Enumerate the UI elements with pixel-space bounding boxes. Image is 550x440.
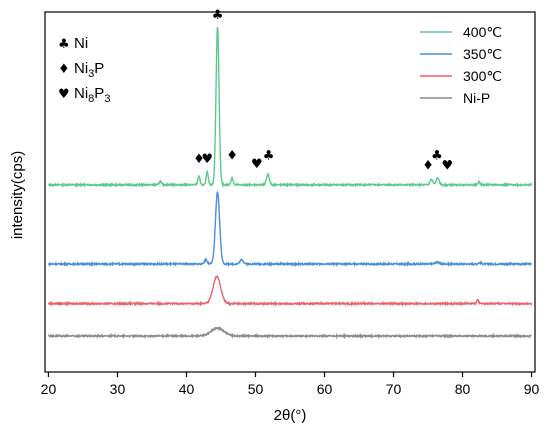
peak-marker: ♦ xyxy=(422,158,434,173)
peak-marker: ♥ xyxy=(442,158,454,173)
y-axis-label: intensity(cps) xyxy=(9,151,26,239)
x-tick-label: 80 xyxy=(455,381,471,397)
x-tick-label: 90 xyxy=(524,381,540,397)
phase-label: Ni xyxy=(74,35,88,52)
x-tick-label: 40 xyxy=(179,381,195,397)
peak-marker: ♦ xyxy=(193,152,205,167)
series-layer xyxy=(47,27,533,340)
x-axis-label: 2θ(°) xyxy=(274,407,307,424)
x-axis-ticks: 20 30 40 50 60 70 80 90 xyxy=(41,372,540,397)
series-line xyxy=(47,275,533,307)
series-line xyxy=(48,27,533,189)
peak-marker: ♥ xyxy=(201,152,213,167)
peak-markers: ♣♦♥ ♦♥♣♦♣♥ xyxy=(193,8,453,173)
legend-label: Ni-P xyxy=(463,90,490,106)
x-tick-label: 30 xyxy=(110,381,126,397)
x-tick-label: 20 xyxy=(41,381,57,397)
phase-symbol: ♣ xyxy=(58,37,70,52)
series-legend: 400℃ 350℃ 300℃ Ni-P xyxy=(420,24,502,106)
legend-label: 300℃ xyxy=(463,68,502,84)
legend-label: 400℃ xyxy=(463,24,502,40)
x-tick-label: 50 xyxy=(248,381,264,397)
series-line xyxy=(48,190,533,268)
series-line xyxy=(47,326,532,340)
phase-label: Ni8P3 xyxy=(74,85,110,105)
x-tick-label: 60 xyxy=(317,381,333,397)
legend-label: 350℃ xyxy=(463,46,502,62)
phase-symbol: ♥ xyxy=(58,87,70,102)
x-tick-label: 70 xyxy=(386,381,402,397)
peak-marker: ♣ xyxy=(431,149,443,164)
peak-marker: ♥ xyxy=(251,157,263,172)
plot-frame xyxy=(44,11,536,373)
phase-legend: ♣ Ni ♦ Ni3P ♥ Ni8P3 xyxy=(58,35,110,105)
peak-marker: ♦ xyxy=(226,149,238,164)
phase-symbol: ♦ xyxy=(58,62,70,77)
phase-label: Ni3P xyxy=(74,60,104,80)
peak-marker: ♣ xyxy=(212,8,224,23)
peak-marker: ♣ xyxy=(263,149,275,164)
